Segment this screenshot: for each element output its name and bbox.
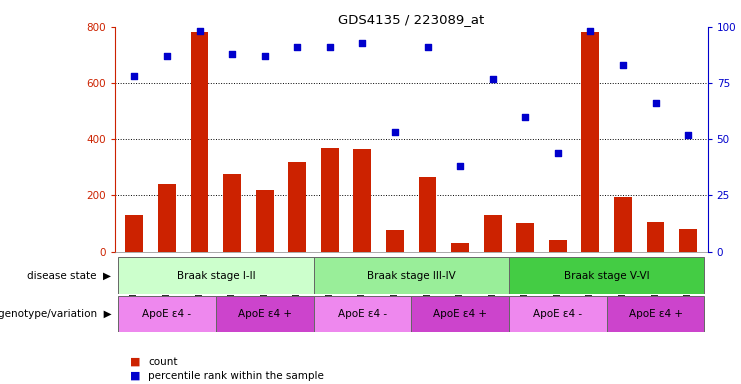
Point	[291, 44, 303, 50]
Point	[324, 44, 336, 50]
Bar	[549, 240, 567, 252]
Point	[585, 28, 597, 35]
Bar	[607, 296, 705, 332]
Point	[422, 44, 433, 50]
Point	[552, 150, 564, 156]
Point	[454, 163, 466, 169]
Point	[617, 62, 629, 68]
Text: Braak stage I-II: Braak stage I-II	[176, 270, 255, 281]
Text: disease state  ▶: disease state ▶	[27, 270, 111, 281]
Bar	[223, 174, 241, 252]
Bar	[679, 229, 697, 252]
Bar	[118, 257, 313, 294]
Bar	[313, 296, 411, 332]
Bar	[353, 149, 371, 252]
Text: ApoE ε4 +: ApoE ε4 +	[433, 309, 487, 319]
Point	[356, 40, 368, 46]
Point	[682, 132, 694, 138]
Bar	[288, 162, 306, 252]
Bar	[451, 243, 469, 252]
Bar	[484, 215, 502, 252]
Text: ApoE ε4 -: ApoE ε4 -	[338, 309, 387, 319]
Bar	[125, 215, 143, 252]
Point	[389, 129, 401, 136]
Point	[519, 114, 531, 120]
Point	[650, 100, 662, 106]
Bar	[509, 257, 705, 294]
Point	[259, 53, 270, 59]
Point	[161, 53, 173, 59]
Text: ApoE ε4 +: ApoE ε4 +	[628, 309, 682, 319]
Text: Braak stage III-IV: Braak stage III-IV	[367, 270, 456, 281]
Bar	[509, 296, 607, 332]
Bar	[614, 197, 632, 252]
Bar	[118, 296, 216, 332]
Point	[226, 51, 238, 57]
Text: percentile rank within the sample: percentile rank within the sample	[148, 371, 324, 381]
Point	[487, 76, 499, 82]
Text: ApoE ε4 -: ApoE ε4 -	[142, 309, 191, 319]
Text: Braak stage V-VI: Braak stage V-VI	[564, 270, 650, 281]
Bar	[313, 257, 509, 294]
Bar	[158, 184, 176, 252]
Bar	[321, 147, 339, 252]
Text: ApoE ε4 +: ApoE ε4 +	[238, 309, 292, 319]
Bar	[647, 222, 665, 252]
Bar	[516, 223, 534, 252]
Text: ApoE ε4 -: ApoE ε4 -	[534, 309, 582, 319]
Bar	[419, 177, 436, 252]
Bar	[582, 33, 599, 252]
Title: GDS4135 / 223089_at: GDS4135 / 223089_at	[338, 13, 485, 26]
Bar	[386, 230, 404, 252]
Bar	[411, 296, 509, 332]
Bar	[216, 296, 313, 332]
Bar	[190, 33, 208, 252]
Text: genotype/variation  ▶: genotype/variation ▶	[0, 309, 111, 319]
Text: ■: ■	[130, 357, 140, 367]
Text: ■: ■	[130, 371, 140, 381]
Text: count: count	[148, 357, 178, 367]
Point	[193, 28, 205, 35]
Point	[128, 73, 140, 79]
Bar	[256, 190, 273, 252]
